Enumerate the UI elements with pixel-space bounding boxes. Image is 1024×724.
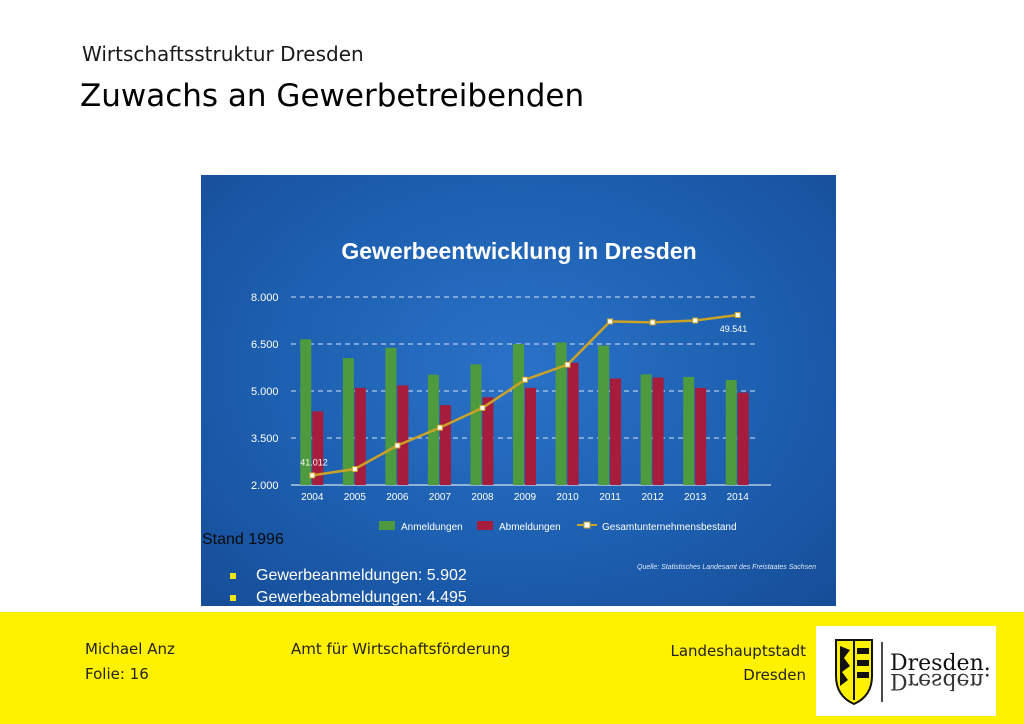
- slide-subtitle: Wirtschaftsstruktur Dresden: [82, 42, 364, 66]
- slide-title: Zuwachs an Gewerbetreibenden: [80, 78, 585, 114]
- line-point: [436, 424, 443, 431]
- logo-wordmark: Dresden.: [890, 651, 991, 676]
- x-tick-label: 2007: [429, 492, 452, 503]
- bar-anmeldungen: [342, 358, 354, 485]
- line-point: [734, 312, 741, 319]
- line-point: [309, 472, 316, 479]
- line-point: [564, 361, 571, 368]
- x-tick-label: 2009: [514, 492, 537, 503]
- x-tick-label: 2013: [684, 492, 707, 503]
- stand-label: Stand 1996: [202, 531, 284, 548]
- x-tick-label: 2005: [344, 492, 367, 503]
- bullet-text: Gewerbeanmeldungen: 5.902: [256, 567, 467, 584]
- x-tick-label: 2006: [386, 492, 409, 503]
- line-point: [522, 376, 528, 383]
- x-tick-label: 2008: [471, 492, 494, 503]
- chart-panel: Gewerbeentwicklung in Dresden 8.000 6.500…: [201, 175, 836, 606]
- chart-source: Quelle: Statistisches Landesamt des Frei…: [637, 564, 816, 571]
- bar-anmeldungen: [555, 342, 567, 485]
- line-series: 41.012 49.541: [300, 312, 748, 479]
- bar-anmeldungen: [300, 339, 312, 485]
- legend-marker-bestand: [583, 521, 591, 529]
- legend-swatch-abmeldungen: [477, 521, 493, 530]
- y-tick-label: 6.500: [251, 339, 279, 351]
- footer-author: Michael Anz: [85, 640, 175, 658]
- x-tick-label: 2014: [727, 492, 750, 503]
- x-axis: 2004 2005 2006 2007 2008 2009 2010 2011 2012 2013…: [301, 492, 749, 503]
- bar-anmeldungen: [385, 347, 397, 485]
- line-point: [351, 466, 358, 473]
- footer-city-line1: Landeshauptstadt: [670, 642, 806, 660]
- x-tick-label: 2012: [642, 492, 665, 503]
- bar-abmeldungen: [397, 385, 409, 485]
- bar-abmeldungen: [567, 362, 579, 485]
- bullet-list: Gewerbeanmeldungen: 5.902 Gewerbeabmeldu…: [230, 565, 467, 609]
- bar-abmeldungen: [439, 405, 451, 485]
- footer-department: Amt für Wirtschaftsförderung: [291, 640, 511, 658]
- bar-abmeldungen: [737, 392, 749, 485]
- bar-abmeldungen: [312, 411, 324, 485]
- x-tick-label: 2010: [556, 492, 579, 503]
- x-tick-label: 2004: [301, 492, 324, 503]
- bullet-text: Gewerbeabmeldungen: 4.495: [256, 589, 467, 606]
- y-tick-label: 2.000: [251, 480, 279, 492]
- bar-abmeldungen: [695, 387, 707, 485]
- bar-anmeldungen: [725, 380, 737, 485]
- bar-abmeldungen: [652, 377, 664, 485]
- logo-wordmark-mirror: Dresden.: [890, 668, 991, 693]
- line-point: [479, 404, 486, 411]
- coat-of-arms-icon: Dresden. Dresden.: [835, 639, 991, 706]
- bullet-icon: [230, 595, 236, 601]
- bullet-item: Gewerbeanmeldungen: 5.902: [230, 565, 467, 587]
- legend: Anmeldungen Abmeldungen Gesamtunternehme…: [379, 521, 737, 533]
- footer-slide-number: Folie: 16: [85, 665, 149, 683]
- bar-anmeldungen: [640, 374, 652, 485]
- bullet-item: Gewerbeabmeldungen: 4.495: [230, 587, 467, 609]
- bar-abmeldungen: [482, 397, 494, 485]
- line-point: [607, 318, 614, 325]
- y-tick-label: 8.000: [251, 292, 279, 304]
- footer-city-line2: Dresden: [743, 666, 806, 684]
- legend-swatch-anmeldungen: [379, 521, 395, 530]
- line-label-first: 41.012: [300, 457, 328, 467]
- bar-abmeldungen: [354, 387, 366, 485]
- chart: Gewerbeentwicklung in Dresden 8.000 6.500…: [251, 238, 816, 571]
- y-tick-label: 3.500: [251, 433, 279, 445]
- y-axis: 8.000 6.500 5.000 3.500 2.000: [251, 292, 279, 492]
- line-point: [394, 442, 401, 449]
- bars: [300, 339, 749, 485]
- y-tick-label: 5.000: [251, 386, 279, 398]
- line-point: [692, 317, 699, 324]
- legend-label-abmeldungen: Abmeldungen: [499, 522, 561, 533]
- chart-title: Gewerbeentwicklung in Dresden: [341, 238, 696, 264]
- dresden-logo: Dresden. Dresden.: [816, 626, 996, 716]
- bar-abmeldungen: [525, 387, 536, 485]
- x-tick-label: 2011: [599, 492, 621, 503]
- line-label-last: 49.541: [720, 324, 748, 334]
- bar-anmeldungen: [683, 376, 695, 485]
- bar-anmeldungen: [470, 364, 482, 485]
- bar-abmeldungen: [610, 378, 622, 485]
- line-point: [649, 319, 656, 326]
- legend-label-bestand: Gesamtunternehmensbestand: [602, 522, 737, 533]
- bar-anmeldungen: [598, 345, 610, 485]
- bar-anmeldungen: [513, 344, 524, 485]
- legend-label-anmeldungen: Anmeldungen: [401, 522, 463, 533]
- bullet-icon: [230, 573, 236, 579]
